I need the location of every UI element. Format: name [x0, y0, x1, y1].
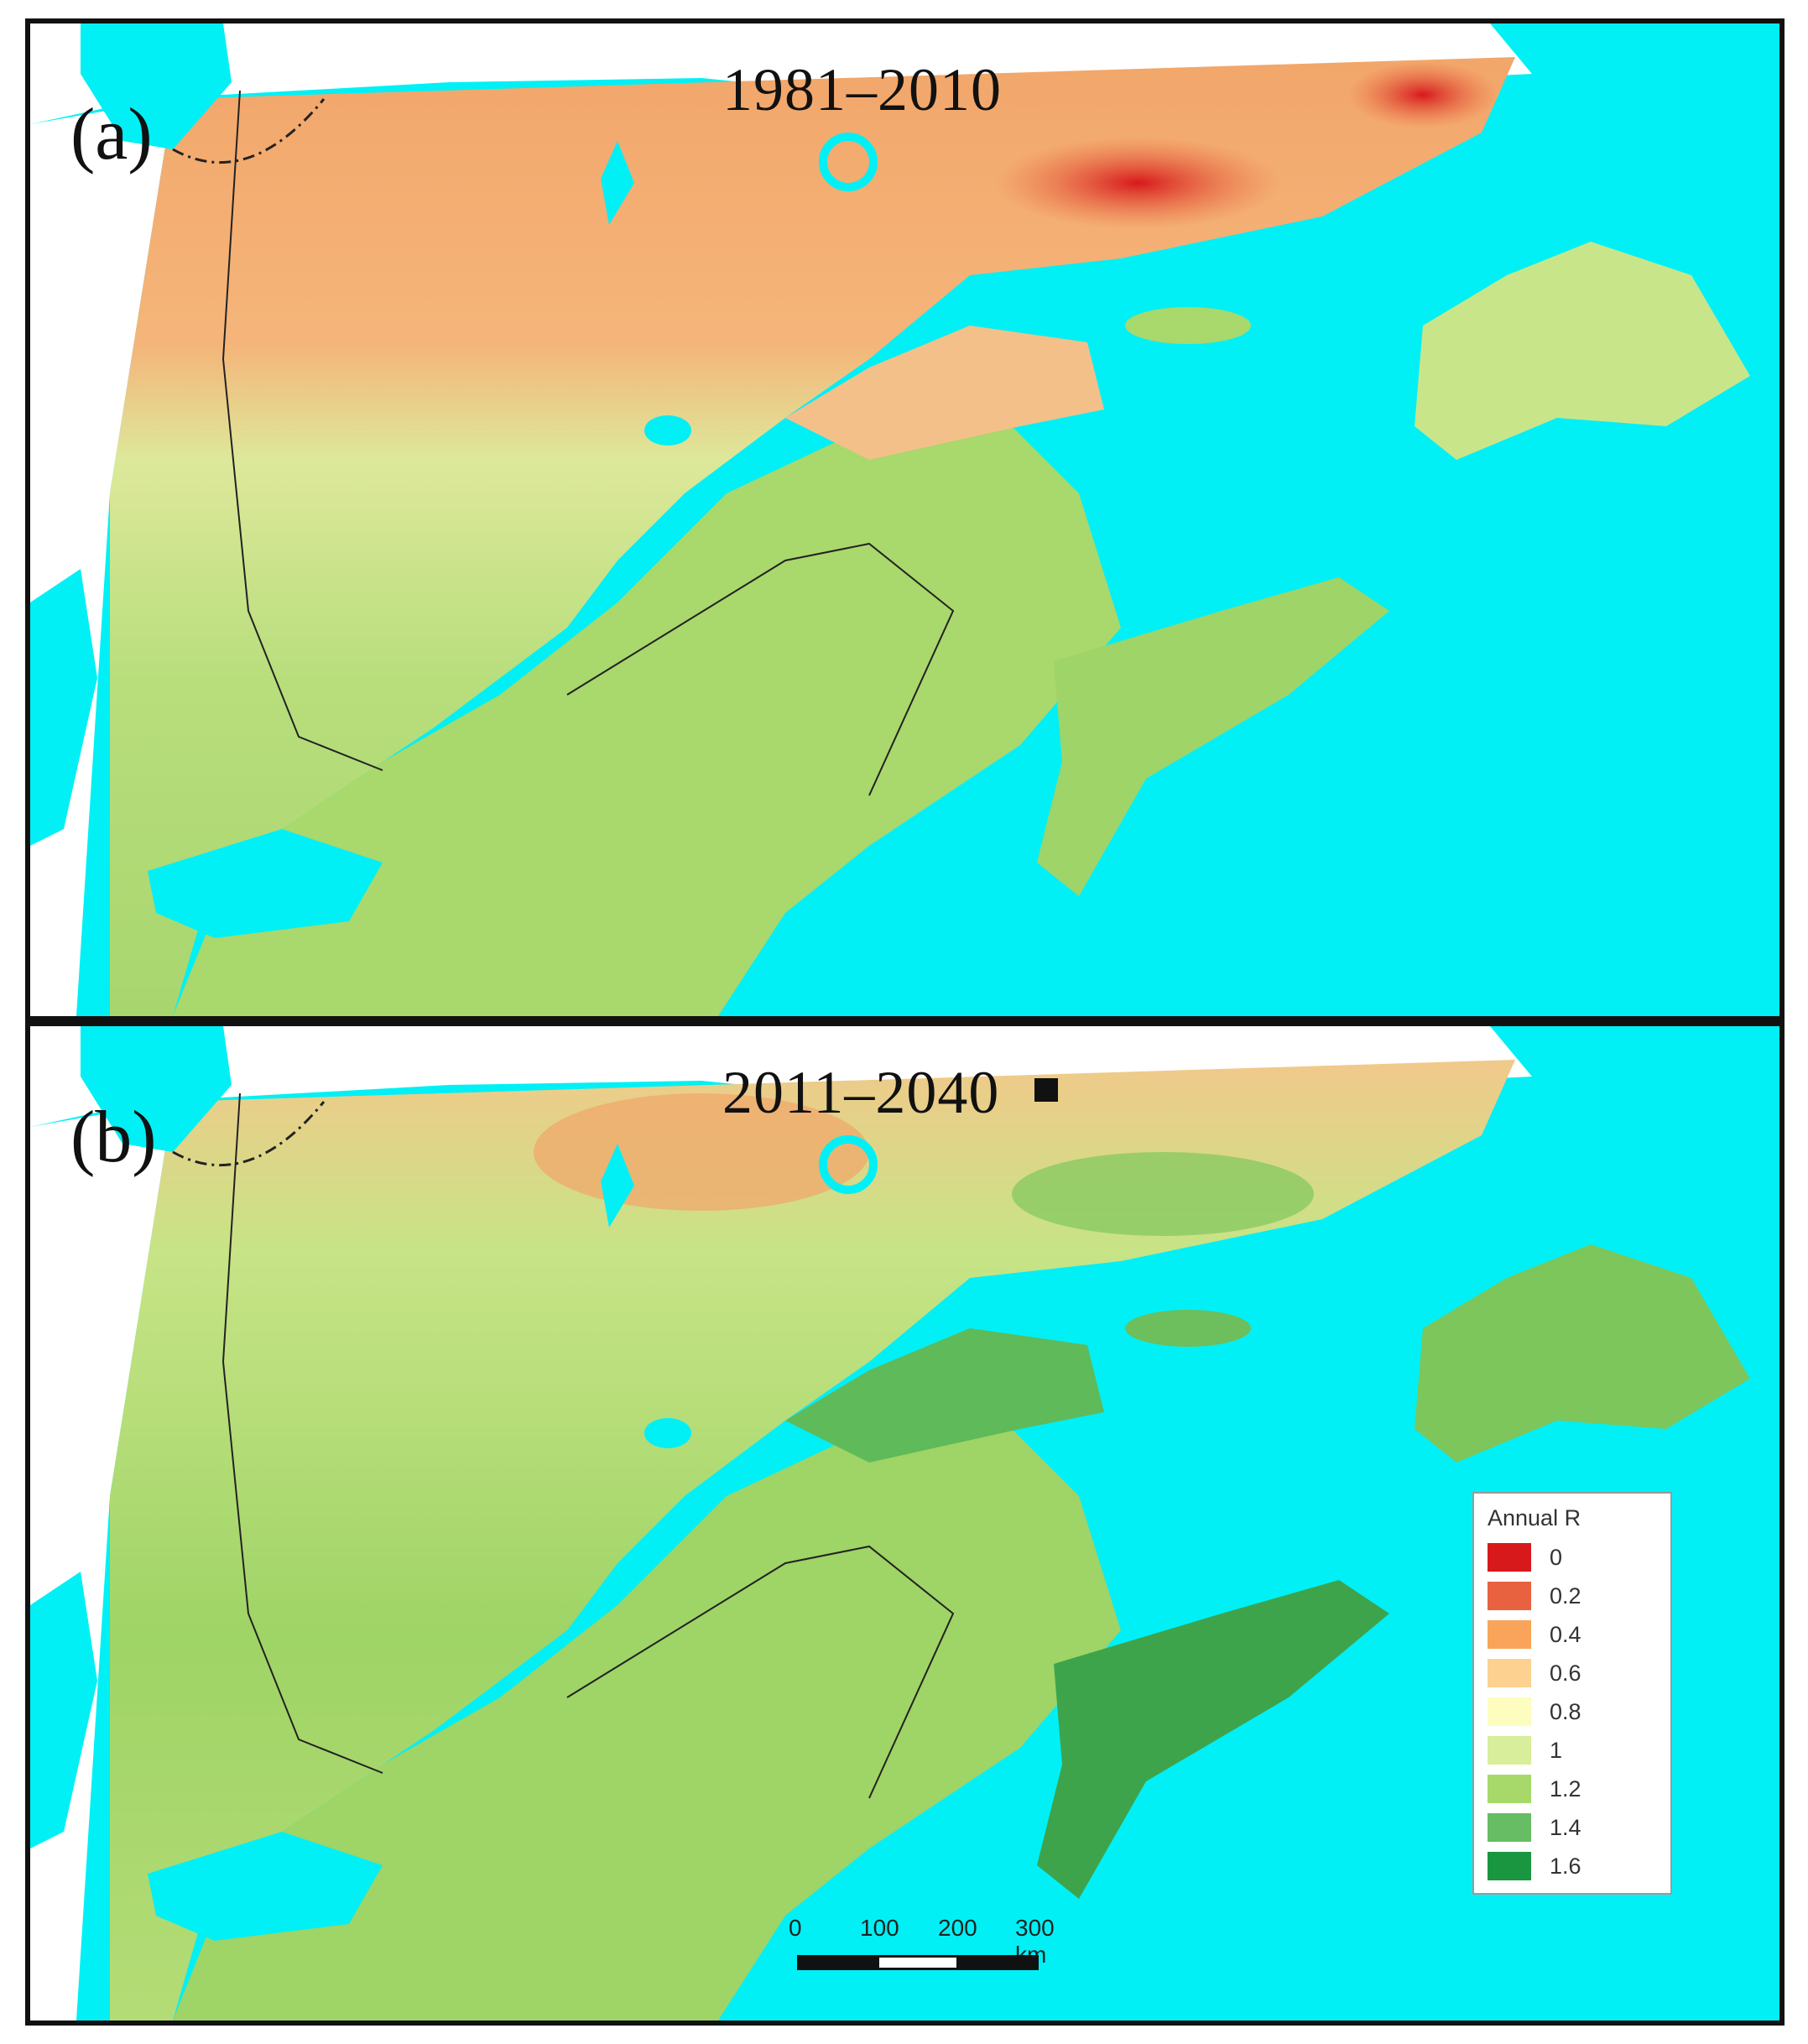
lake-huron [30, 1572, 97, 1848]
scale-tick-label: 200 [938, 1915, 977, 1941]
lake-hudson-bay [81, 1026, 232, 1152]
land-nova-scotia [1037, 577, 1389, 896]
legend-swatch [1488, 1736, 1531, 1765]
land-newfoundland [1415, 242, 1750, 460]
land-gaspe [785, 326, 1104, 460]
scale-segment [877, 1955, 959, 1970]
high-value-area [1012, 1152, 1314, 1236]
legend-swatch [1488, 1813, 1531, 1842]
panel-divider [30, 1016, 1779, 1026]
lake-saint-jean [644, 1418, 691, 1448]
legend-item: 1 [1488, 1731, 1657, 1770]
legend-swatch [1488, 1582, 1531, 1610]
legend-label: 0.8 [1550, 1698, 1581, 1724]
state-border [566, 1545, 955, 1799]
legend-item: 0 [1488, 1538, 1657, 1577]
period-title-b: 2011–2040 [722, 1059, 1000, 1126]
legend-swatch [1488, 1543, 1531, 1572]
land-gaspe [785, 1328, 1104, 1463]
legend-label: 1.2 [1550, 1775, 1581, 1802]
legend-swatch [1488, 1697, 1531, 1726]
region-boundary [172, 1101, 326, 1167]
legend-swatch [1488, 1659, 1531, 1687]
outside-area [30, 1026, 1532, 1127]
lake-mistassini [601, 141, 634, 225]
lake-mistassini [601, 1144, 634, 1228]
legend-swatch [1488, 1620, 1531, 1649]
province-border [221, 90, 383, 771]
map-panel-a: 1981–2010 (a) [30, 23, 1779, 1016]
scale-tick-label: 100 [860, 1915, 899, 1941]
scale-bar: 0 100 200 300 km [789, 1915, 1091, 1990]
legend-label: 0.4 [1550, 1621, 1581, 1647]
panel-tag-a: (a) [70, 94, 153, 175]
land-anticosti [1125, 1310, 1251, 1347]
panel-tag-b: (b) [70, 1097, 157, 1178]
province-border [221, 1092, 383, 1774]
map-a-canvas [30, 23, 1779, 1016]
legend-item: 1.2 [1488, 1770, 1657, 1808]
high-value-area [995, 137, 1280, 229]
land-anticosti [1125, 307, 1251, 344]
lake-ontario [148, 1832, 383, 1941]
manicouagan-reservoir [819, 133, 878, 191]
legend-swatch [1488, 1775, 1531, 1803]
outside-area [30, 23, 1532, 124]
legend-label: 1.4 [1550, 1814, 1581, 1840]
legend-label: 1 [1550, 1737, 1563, 1763]
land-newfoundland [1415, 1244, 1750, 1463]
legend-label: 0 [1550, 1544, 1563, 1570]
high-value-area [1347, 61, 1498, 128]
legend-item: 0.2 [1488, 1577, 1657, 1615]
state-border [566, 542, 955, 796]
legend-item: 1.4 [1488, 1808, 1657, 1847]
region-boundary [172, 98, 326, 164]
land-new-england [173, 393, 1121, 1016]
lake-hudson-bay [81, 23, 232, 149]
legend-swatch [1488, 1852, 1531, 1880]
legend-label: 1.6 [1550, 1853, 1581, 1879]
legend-label: 0.6 [1550, 1660, 1581, 1686]
legend-item: 0.4 [1488, 1615, 1657, 1654]
land-nova-scotia [1037, 1580, 1389, 1899]
land-quebec-ontario [110, 57, 1515, 1016]
scale-tick-label: 0 [789, 1915, 802, 1941]
lake-huron [30, 569, 97, 846]
lake-ontario [148, 829, 383, 938]
legend-item: 0.6 [1488, 1654, 1657, 1692]
location-marker [1034, 1078, 1058, 1102]
manicouagan-reservoir [819, 1135, 878, 1194]
scale-segment [797, 1955, 879, 1970]
land-new-england [173, 1395, 1121, 2021]
period-title-a: 1981–2010 [722, 56, 1002, 123]
legend-label: 0.2 [1550, 1583, 1581, 1609]
legend: Annual R 0 0.2 0.4 0.6 0.8 1 1.2 1.4 1.6 [1472, 1492, 1672, 1895]
lake-saint-jean [644, 415, 691, 446]
scale-segment [956, 1955, 1039, 1970]
legend-title: Annual R [1488, 1505, 1581, 1530]
legend-item: 0.8 [1488, 1692, 1657, 1731]
land-quebec-ontario [110, 1060, 1515, 2021]
legend-item: 1.6 [1488, 1847, 1657, 1885]
